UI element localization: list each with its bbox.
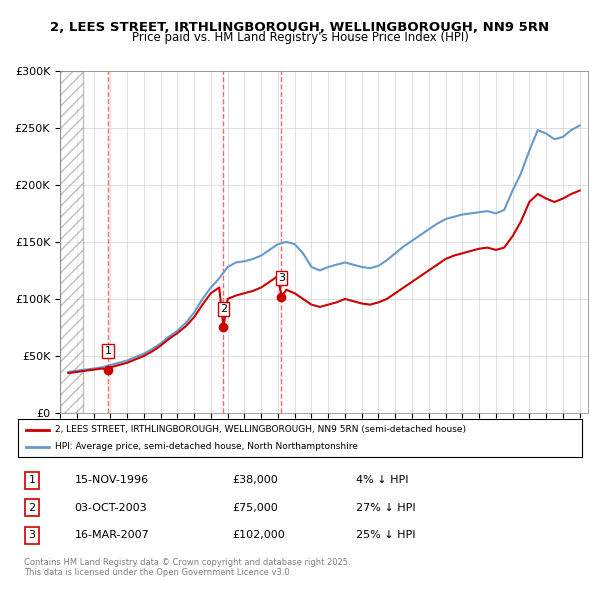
Text: 2, LEES STREET, IRTHLINGBOROUGH, WELLINGBOROUGH, NN9 5RN (semi-detached house): 2, LEES STREET, IRTHLINGBOROUGH, WELLING…	[55, 425, 466, 434]
Text: Price paid vs. HM Land Registry's House Price Index (HPI): Price paid vs. HM Land Registry's House …	[131, 31, 469, 44]
Text: 3: 3	[278, 273, 285, 283]
Text: 2: 2	[29, 503, 35, 513]
Text: 16-MAR-2007: 16-MAR-2007	[74, 530, 149, 540]
Text: 27% ↓ HPI: 27% ↓ HPI	[356, 503, 416, 513]
Text: 3: 3	[29, 530, 35, 540]
Text: HPI: Average price, semi-detached house, North Northamptonshire: HPI: Average price, semi-detached house,…	[55, 442, 358, 451]
Text: 1: 1	[29, 476, 35, 486]
Text: £102,000: £102,000	[232, 530, 285, 540]
Text: 2, LEES STREET, IRTHLINGBOROUGH, WELLINGBOROUGH, NN9 5RN: 2, LEES STREET, IRTHLINGBOROUGH, WELLING…	[50, 21, 550, 34]
Text: 15-NOV-1996: 15-NOV-1996	[74, 476, 149, 486]
Text: 4% ↓ HPI: 4% ↓ HPI	[356, 476, 409, 486]
Text: 1: 1	[104, 346, 112, 356]
Bar	[60, 71, 83, 413]
Text: £38,000: £38,000	[232, 476, 278, 486]
Text: £75,000: £75,000	[232, 503, 278, 513]
Text: 25% ↓ HPI: 25% ↓ HPI	[356, 530, 416, 540]
Text: Contains HM Land Registry data © Crown copyright and database right 2025.
This d: Contains HM Land Registry data © Crown c…	[24, 558, 350, 577]
Text: 2: 2	[220, 304, 227, 314]
Text: 03-OCT-2003: 03-OCT-2003	[74, 503, 147, 513]
